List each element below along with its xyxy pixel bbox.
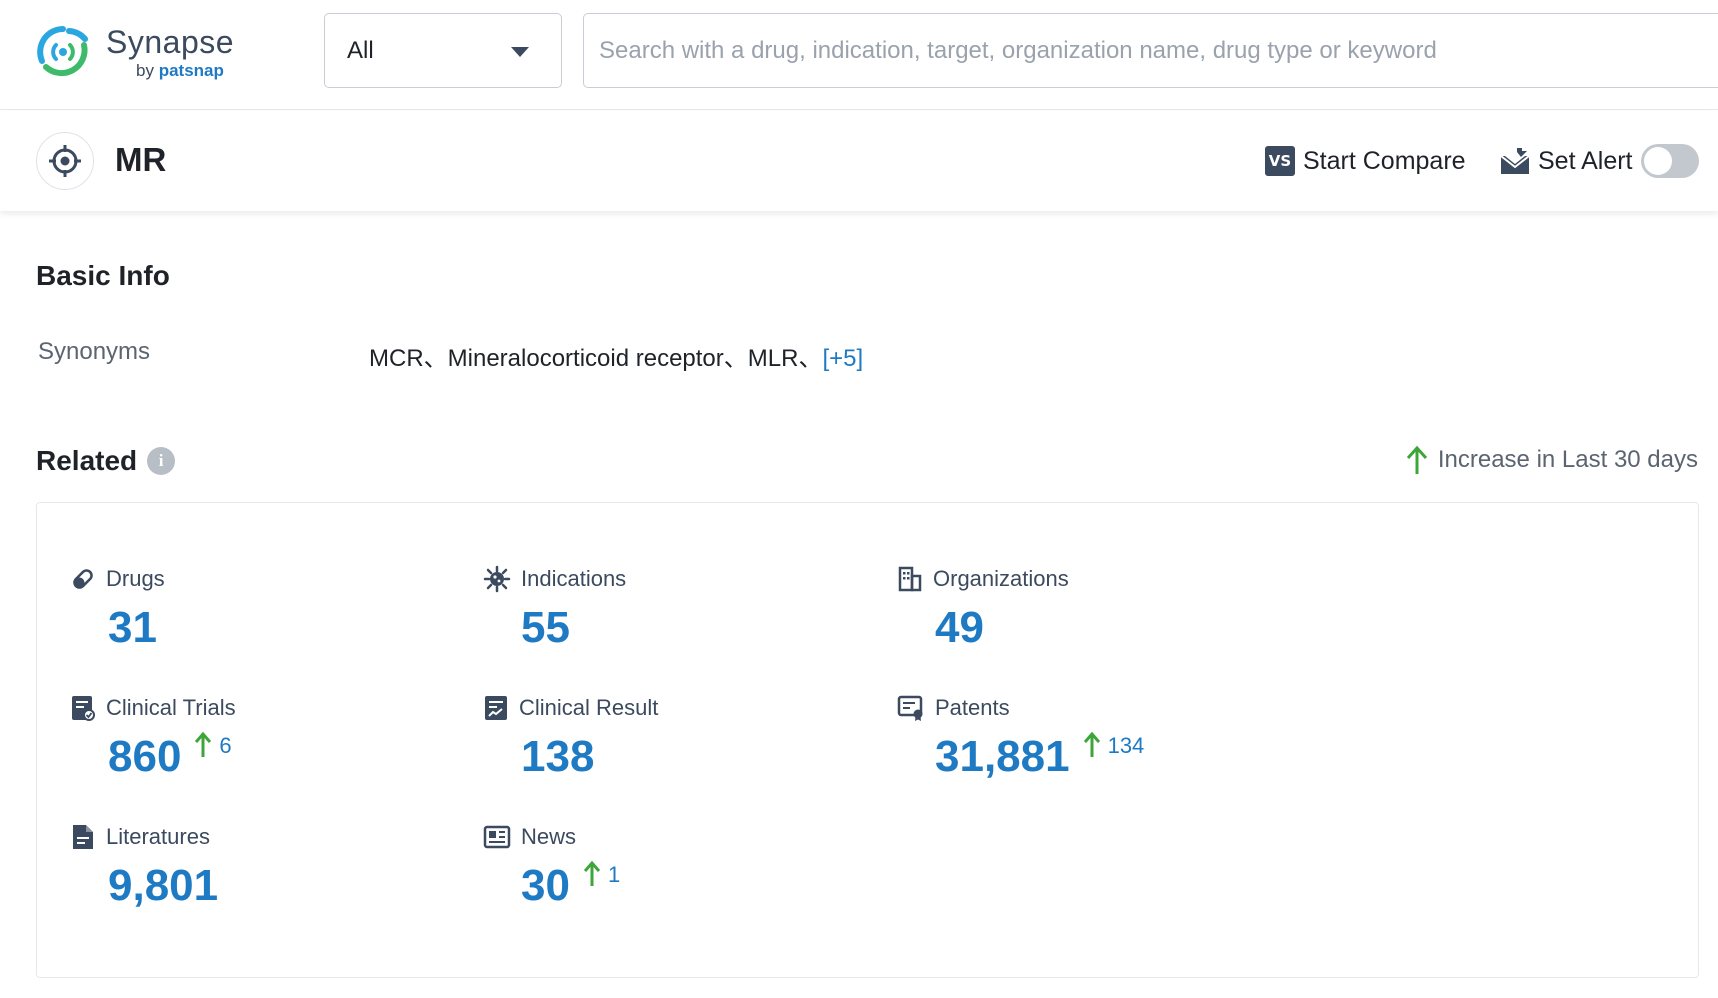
target-header: MR VS Start Compare Set Alert — [0, 111, 1718, 211]
news-icon — [483, 824, 511, 850]
stat-label: News — [521, 824, 576, 850]
stat-literatures: Literatures 9,801 — [70, 822, 218, 908]
synonyms-values: MCR、Mineralocorticoid receptor、MLR、[+5] — [369, 338, 863, 373]
related-card: Drugs 31 Indications 55 — [36, 502, 1699, 978]
stat-value[interactable]: 31,881 — [935, 735, 1070, 779]
stat-label: Clinical Result — [519, 695, 658, 721]
synonyms-text: MCR、Mineralocorticoid receptor、MLR、 — [369, 345, 822, 372]
stat-label: Literatures — [106, 824, 210, 850]
stat-label: Organizations — [933, 566, 1069, 592]
toggle-knob — [1644, 147, 1672, 175]
stat-label: Patents — [935, 695, 1010, 721]
set-alert-toggle[interactable] — [1641, 144, 1699, 178]
stat-drugs: Drugs 31 — [70, 564, 165, 650]
clinical-result-icon — [483, 694, 509, 722]
crosshair-icon — [48, 144, 82, 178]
search-input[interactable] — [583, 13, 1718, 88]
synonyms-more-link[interactable]: [+5] — [822, 345, 863, 372]
stat-organizations: Organizations 49 — [897, 564, 1069, 650]
logo-brand: patsnap — [159, 61, 224, 80]
stat-increase-value: 134 — [1108, 733, 1145, 759]
logo-name: Synapse — [106, 26, 234, 58]
compare-vs-icon: VS — [1265, 146, 1295, 176]
stat-increase: 1 — [584, 860, 620, 888]
start-compare-button[interactable]: VS Start Compare — [1265, 141, 1466, 181]
search-scope-select[interactable]: All — [324, 13, 562, 88]
clinical-trial-icon — [70, 694, 96, 722]
stat-value[interactable]: 31 — [108, 606, 157, 650]
arrow-up-icon — [584, 860, 600, 888]
stat-clinical-trials: Clinical Trials 860 6 — [70, 693, 236, 779]
pill-icon — [70, 566, 96, 592]
stat-increase-value: 6 — [219, 733, 231, 759]
search-scope-value: All — [347, 37, 374, 65]
start-compare-label: Start Compare — [1303, 147, 1466, 176]
document-icon — [70, 823, 96, 851]
stat-value[interactable]: 30 — [521, 864, 570, 908]
increase-legend: Increase in Last 30 days — [1406, 445, 1698, 475]
stat-indications: Indications 55 — [483, 564, 626, 650]
arrow-up-icon — [1406, 445, 1428, 475]
patent-icon — [897, 694, 925, 722]
stat-label: Clinical Trials — [106, 695, 236, 721]
stat-increase-value: 1 — [608, 862, 620, 888]
stat-clinical-result: Clinical Result 138 — [483, 693, 658, 779]
page-title: MR — [115, 141, 166, 179]
stat-label: Drugs — [106, 566, 165, 592]
target-icon — [36, 132, 94, 190]
increase-legend-label: Increase in Last 30 days — [1438, 446, 1698, 474]
logo-byline: by patsnap — [136, 62, 234, 79]
arrow-up-icon — [1084, 731, 1100, 759]
bell-mail-icon — [1500, 147, 1530, 175]
set-alert-button[interactable]: Set Alert — [1500, 141, 1633, 181]
related-title-text: Related — [36, 445, 137, 477]
stat-patents: Patents 31,881 134 — [897, 693, 1144, 779]
set-alert-label: Set Alert — [1538, 147, 1633, 176]
stat-value[interactable]: 49 — [935, 606, 984, 650]
caret-down-icon — [511, 47, 529, 57]
top-bar: Synapse by patsnap All — [0, 0, 1718, 110]
stat-label: Indications — [521, 566, 626, 592]
stat-value[interactable]: 55 — [521, 606, 570, 650]
stat-value[interactable]: 138 — [521, 735, 594, 779]
synapse-logo-icon — [34, 23, 92, 81]
info-icon[interactable]: i — [147, 447, 175, 475]
logo-by: by — [136, 61, 154, 80]
related-title: Related i — [36, 445, 175, 477]
synonyms-label: Synonyms — [38, 338, 150, 366]
building-icon — [897, 566, 923, 592]
stat-value[interactable]: 9,801 — [108, 864, 218, 908]
stat-news: News 30 1 — [483, 822, 620, 908]
stat-value[interactable]: 860 — [108, 735, 181, 779]
synapse-logo[interactable]: Synapse by patsnap — [34, 22, 234, 82]
arrow-up-icon — [195, 731, 211, 759]
stat-increase: 134 — [1084, 731, 1145, 759]
virus-icon — [483, 565, 511, 593]
stat-increase: 6 — [195, 731, 231, 759]
basic-info-title: Basic Info — [36, 260, 170, 292]
